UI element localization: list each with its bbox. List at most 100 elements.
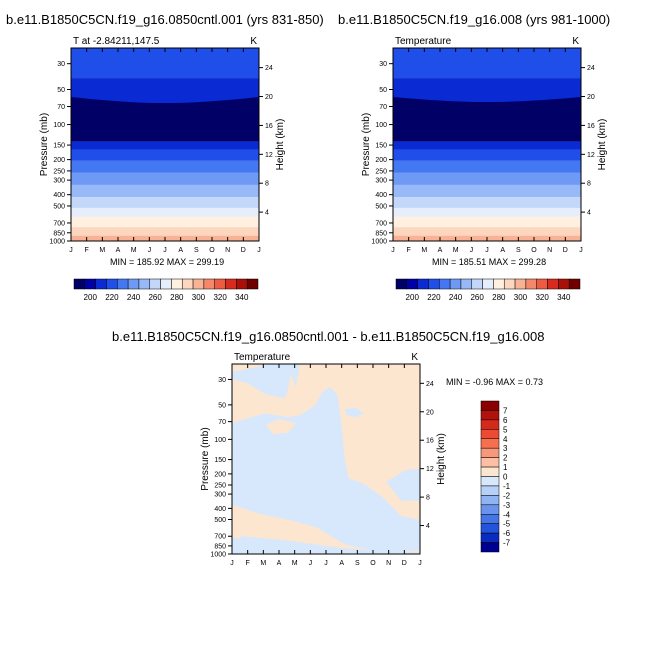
panel1-ylabel-right: Height (km) <box>275 119 286 171</box>
y-right-tick-label: 4 <box>587 210 591 217</box>
y-tick-label: 300 <box>214 492 226 499</box>
x-tick-label: J <box>148 247 152 254</box>
x-tick-label: J <box>324 560 328 567</box>
y-right-tick-label: 8 <box>265 181 269 188</box>
band <box>393 197 581 208</box>
colorbar-swatch <box>480 419 500 430</box>
band <box>71 216 259 228</box>
x-tick-label: O <box>370 560 376 567</box>
panel2-ylabel-right: Height (km) <box>597 119 608 171</box>
colorbar-label: 200 <box>84 293 98 300</box>
x-tick-label: S <box>516 247 521 254</box>
x-tick-label: N <box>547 247 552 254</box>
colorbar-label: 280 <box>170 293 184 300</box>
x-tick-label: M <box>260 560 266 567</box>
y-tick-label: 70 <box>218 419 226 426</box>
x-tick-label: A <box>339 560 344 567</box>
y-right-tick-label: 12 <box>426 466 434 473</box>
y-tick-label: 150 <box>53 143 65 150</box>
y-tick-label: 500 <box>214 517 226 524</box>
band-contour <box>71 78 259 104</box>
panel2-ylabel: Pressure (mb) <box>361 113 372 176</box>
x-tick-label: J <box>257 247 261 254</box>
x-tick-label: A <box>438 247 443 254</box>
blue-patch <box>232 364 293 399</box>
panel3-ylabel: Pressure (mb) <box>200 427 211 490</box>
x-tick-label: J <box>579 247 583 254</box>
panel2-plot: Temperature K J F M A M J J A S O N D J 30 50 70 100 150 200… <box>361 36 608 254</box>
y-tick-label: 70 <box>379 104 387 111</box>
band <box>393 216 581 228</box>
colorbar-label: 260 <box>470 293 484 300</box>
y-tick-label: 1000 <box>210 552 226 559</box>
colorbar-label: -7 <box>503 539 511 548</box>
x-tick-label: F <box>246 560 250 567</box>
colorbar-swatch <box>480 429 500 439</box>
band <box>393 141 581 150</box>
y-tick-label: 150 <box>375 143 387 150</box>
x-tick-label: M <box>131 247 137 254</box>
band <box>393 48 581 79</box>
colorbar-swatch <box>480 495 500 506</box>
y-tick-label: 50 <box>379 87 387 94</box>
colorbar-label: 240 <box>127 293 141 300</box>
y-tick-label: 700 <box>375 220 387 227</box>
band <box>71 197 259 208</box>
y-tick-label: 500 <box>53 203 65 210</box>
band <box>71 227 259 236</box>
band <box>71 141 259 150</box>
colorbar-swatch <box>480 400 500 411</box>
panel2-units: K <box>572 36 579 47</box>
panel1-chart: T at -2.84211,147.5 K J F M A M J J A S O N D J 30 50 70 1… <box>39 36 286 300</box>
y-right-tick-label: 24 <box>265 65 273 72</box>
y-right-tick-label: 24 <box>426 381 434 388</box>
y-tick-label: 100 <box>214 437 226 444</box>
x-tick-label: J <box>309 560 313 567</box>
y-right-tick-label: 4 <box>426 523 430 530</box>
panel1-ylabel: Pressure (mb) <box>39 113 50 176</box>
colorbar-label: 200 <box>406 293 420 300</box>
y-tick-label: 250 <box>53 168 65 175</box>
colorbar2: 200 220 240 260 280 300 320 340 <box>395 278 581 300</box>
x-tick-label: J <box>230 560 234 567</box>
x-tick-label: D <box>563 247 568 254</box>
band <box>71 97 259 142</box>
colorbar-label: 2 <box>503 454 508 463</box>
panel3-plot: Temperature K J F M A M J J A S O N D J 30 50 70 100 150 200… <box>200 352 447 567</box>
colorbar-swatch <box>480 410 500 421</box>
blue-patch <box>286 364 300 387</box>
x-tick-label: S <box>355 560 360 567</box>
y-tick-label: 30 <box>57 61 65 68</box>
blue-patch <box>386 468 420 501</box>
y-tick-label: 30 <box>379 61 387 68</box>
colorbar-label: 3 <box>503 444 508 453</box>
y-tick-label: 700 <box>53 220 65 227</box>
colorbar-label: 1 <box>503 463 508 472</box>
band <box>71 149 259 161</box>
panel2-subtitle: Temperature <box>395 36 452 47</box>
x-tick-label: S <box>194 247 199 254</box>
y-tick-label: 100 <box>375 122 387 129</box>
colorbar-label: 220 <box>427 293 441 300</box>
colorbar-swatch <box>480 476 500 487</box>
colorbar-swatch <box>480 504 500 515</box>
y-tick-label: 700 <box>214 534 226 541</box>
x-tick-label: A <box>277 560 282 567</box>
y-tick-label: 850 <box>53 230 65 237</box>
y-right-tick-label: 4 <box>265 210 269 217</box>
band <box>71 207 259 217</box>
colorbar-swatch <box>480 532 500 543</box>
band <box>71 48 259 79</box>
y-tick-label: 400 <box>53 192 65 199</box>
colorbar-label: 5 <box>503 425 508 434</box>
band <box>393 184 581 198</box>
band <box>393 172 581 185</box>
y-tick-label: 150 <box>214 457 226 464</box>
colorbar-label: 340 <box>235 293 249 300</box>
colorbar-label: -3 <box>503 501 511 510</box>
colorbar-label: 320 <box>535 293 549 300</box>
colorbar-swatch <box>246 278 259 290</box>
band <box>393 97 581 142</box>
panel1-units: K <box>250 36 257 47</box>
